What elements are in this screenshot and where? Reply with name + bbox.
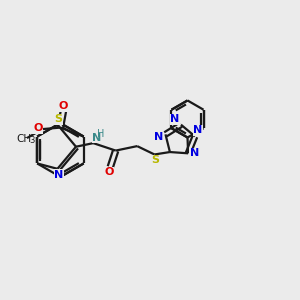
Text: N: N — [170, 114, 180, 124]
Text: N: N — [54, 170, 64, 180]
Text: N: N — [92, 133, 101, 143]
Text: O: O — [33, 123, 42, 133]
Text: N: N — [154, 132, 164, 142]
Text: S: S — [54, 114, 62, 124]
Text: H: H — [98, 129, 105, 139]
Text: N: N — [190, 148, 199, 158]
Text: O: O — [59, 101, 68, 111]
Text: N: N — [193, 125, 203, 135]
Text: CH: CH — [16, 134, 32, 144]
Text: 3: 3 — [30, 136, 35, 145]
Text: O: O — [104, 167, 114, 177]
Text: S: S — [151, 155, 159, 166]
